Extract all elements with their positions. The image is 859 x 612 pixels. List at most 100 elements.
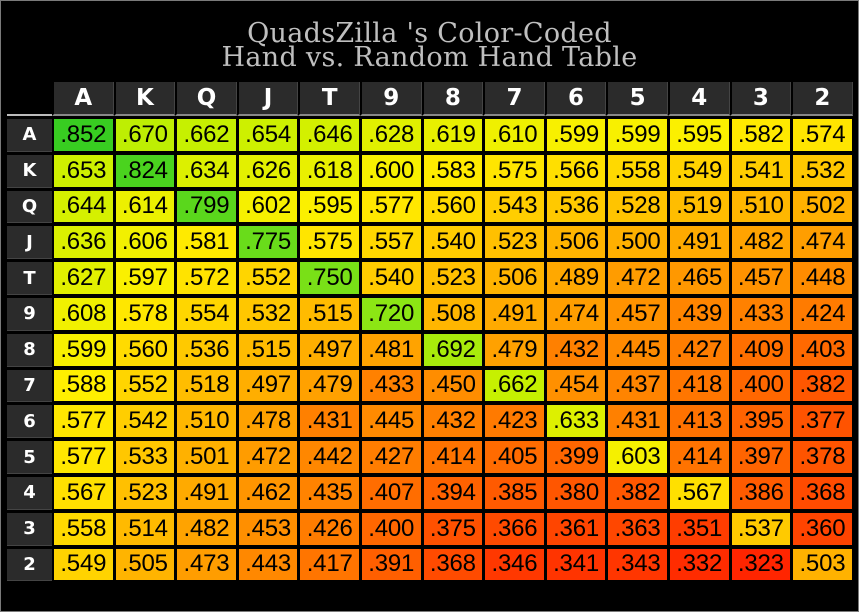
equity-cell-5-4: .414 — [667, 438, 730, 474]
equity-cell-A-Q: .662 — [175, 116, 237, 152]
column-header-4: 4 — [667, 82, 730, 116]
equity-cell-9-5: .457 — [606, 294, 668, 331]
row-header-Q: Q — [7, 187, 52, 224]
equity-cell-J-6: .506 — [544, 223, 607, 260]
equity-cell-6-T: .431 — [298, 402, 360, 439]
equity-cell-J-8: .540 — [421, 223, 484, 260]
equity-cell-2-A: .549 — [52, 545, 114, 582]
column-header-3: 3 — [729, 82, 792, 116]
equity-cell-T-A: .627 — [52, 259, 114, 295]
equity-cell-T-6: .489 — [544, 259, 607, 295]
equity-cell-9-4: .439 — [667, 294, 730, 331]
equity-cell-3-A: .558 — [52, 509, 114, 546]
equity-cell-9-7: .491 — [483, 294, 545, 331]
equity-cell-7-J: .497 — [236, 366, 299, 403]
equity-cell-5-9: .427 — [359, 438, 422, 474]
column-header-8: 8 — [421, 82, 484, 116]
equity-cell-5-K: .533 — [113, 438, 176, 474]
row-header-2: 2 — [7, 545, 52, 582]
column-header-9: 9 — [359, 82, 422, 116]
equity-cell-2-J: .443 — [236, 545, 299, 582]
equity-cell-4-9: .407 — [359, 473, 422, 510]
equity-cell-2-4: .332 — [667, 545, 730, 582]
equity-cell-T-3: .457 — [729, 259, 792, 295]
equity-cell-5-6: .399 — [544, 438, 607, 474]
equity-cell-7-6: .454 — [544, 366, 607, 403]
equity-cell-Q-T: .595 — [298, 187, 360, 224]
equity-cell-6-2: .377 — [791, 402, 853, 439]
equity-cell-J-4: .491 — [667, 223, 730, 260]
equity-cell-2-K: .505 — [113, 545, 176, 582]
equity-cell-9-T: .515 — [298, 294, 360, 331]
row-header-7: 7 — [7, 366, 52, 403]
equity-cell-9-A: .608 — [52, 294, 114, 331]
equity-cell-J-Q: .581 — [175, 223, 237, 260]
equity-cell-8-8: .692 — [421, 330, 484, 367]
equity-cell-4-A: .567 — [52, 473, 114, 510]
equity-cell-2-9: .391 — [359, 545, 422, 582]
equity-cell-Q-2: .502 — [791, 187, 853, 224]
row-header-K: K — [7, 151, 52, 188]
equity-cell-Q-5: .528 — [606, 187, 668, 224]
equity-cell-J-3: .482 — [729, 223, 792, 260]
equity-cell-6-4: .413 — [667, 402, 730, 439]
title-line-1: QuadsZilla 's Color-Coded — [247, 18, 612, 49]
equity-cell-8-6: .432 — [544, 330, 607, 367]
equity-cell-6-J: .478 — [236, 402, 299, 439]
equity-cell-A-7: .610 — [483, 116, 545, 152]
column-header-6: 6 — [544, 82, 607, 116]
chart-title: QuadsZilla 's Color-Coded Hand vs. Rando… — [0, 18, 859, 71]
column-header-7: 7 — [483, 82, 545, 116]
equity-cell-7-5: .437 — [606, 366, 668, 403]
equity-cell-9-J: .532 — [236, 294, 299, 331]
equity-cell-K-4: .549 — [667, 151, 730, 188]
equity-cell-A-T: .646 — [298, 116, 360, 152]
equity-cell-K-Q: .634 — [175, 151, 237, 188]
equity-cell-4-6: .380 — [544, 473, 607, 510]
equity-cell-Q-4: .519 — [667, 187, 730, 224]
row-header-8: 8 — [7, 330, 52, 367]
equity-cell-Q-6: .536 — [544, 187, 607, 224]
equity-cell-Q-7: .543 — [483, 187, 545, 224]
equity-cell-A-9: .628 — [359, 116, 422, 152]
equity-cell-9-K: .578 — [113, 294, 176, 331]
equity-cell-6-Q: .510 — [175, 402, 237, 439]
equity-cell-9-9: .720 — [359, 294, 422, 331]
equity-cell-K-7: .575 — [483, 151, 545, 188]
equity-cell-9-2: .424 — [791, 294, 853, 331]
equity-cell-4-8: .394 — [421, 473, 484, 510]
equity-cell-8-J: .515 — [236, 330, 299, 367]
equity-cell-3-6: .361 — [544, 509, 607, 546]
equity-cell-J-2: .474 — [791, 223, 853, 260]
equity-cell-4-K: .523 — [113, 473, 176, 510]
column-header-T: T — [298, 82, 360, 116]
equity-cell-Q-Q: .799 — [175, 187, 237, 224]
equity-cell-7-9: .433 — [359, 366, 422, 403]
equity-cell-2-5: .343 — [606, 545, 668, 582]
equity-cell-3-J: .453 — [236, 509, 299, 546]
equity-cell-8-4: .427 — [667, 330, 730, 367]
row-header-6: 6 — [7, 402, 52, 439]
equity-cell-K-5: .558 — [606, 151, 668, 188]
equity-cell-Q-J: .602 — [236, 187, 299, 224]
equity-cell-T-7: .506 — [483, 259, 545, 295]
equity-cell-Q-K: .614 — [113, 187, 176, 224]
equity-cell-8-9: .481 — [359, 330, 422, 367]
column-header-2: 2 — [791, 82, 853, 116]
column-header-Q: Q — [175, 82, 237, 116]
equity-cell-T-5: .472 — [606, 259, 668, 295]
column-header-J: J — [236, 82, 299, 116]
equity-cell-K-2: .532 — [791, 151, 853, 188]
equity-cell-3-9: .400 — [359, 509, 422, 546]
equity-cell-9-6: .474 — [544, 294, 607, 331]
equity-cell-K-9: .600 — [359, 151, 422, 188]
equity-cell-2-6: .341 — [544, 545, 607, 582]
equity-cell-3-7: .366 — [483, 509, 545, 546]
equity-cell-Q-A: .644 — [52, 187, 114, 224]
equity-cell-3-5: .363 — [606, 509, 668, 546]
equity-cell-A-3: .582 — [729, 116, 792, 152]
equity-cell-5-J: .472 — [236, 438, 299, 474]
equity-cell-Q-3: .510 — [729, 187, 792, 224]
equity-cell-K-T: .618 — [298, 151, 360, 188]
equity-cell-8-A: .599 — [52, 330, 114, 367]
